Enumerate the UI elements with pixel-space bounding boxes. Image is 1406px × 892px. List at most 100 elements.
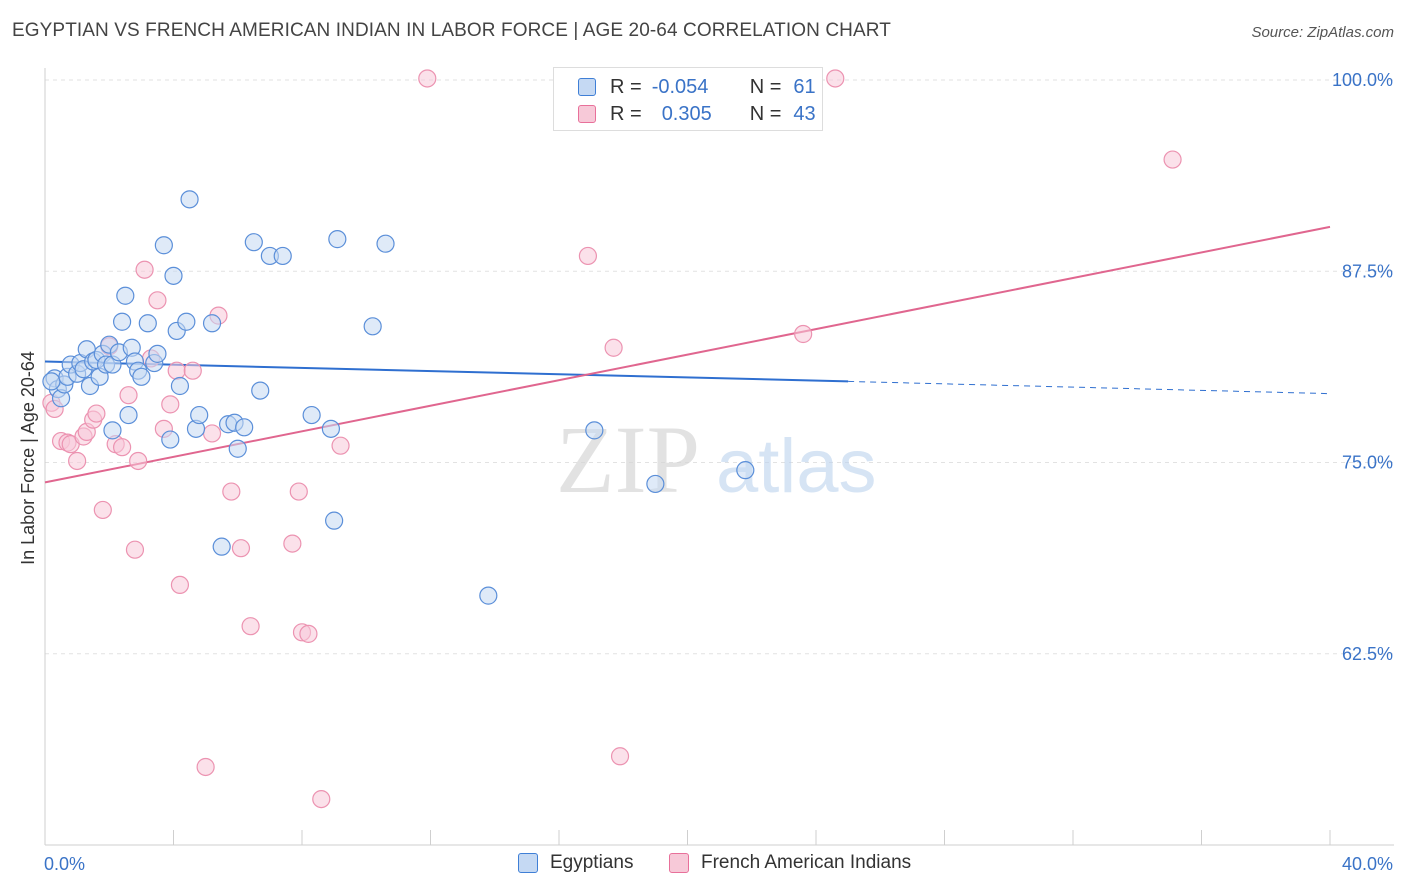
point-egyptians — [177, 312, 196, 331]
watermark: ZIP atlas — [556, 406, 877, 513]
legend-n-label: N = — [749, 75, 782, 98]
point-french-american-indians — [129, 451, 148, 471]
source-label: Source: ZipAtlas.com — [1251, 24, 1394, 41]
point-egyptians — [132, 367, 151, 386]
point-french-american-indians — [170, 575, 190, 595]
y-axis-label: In Labor Force | Age 20-64 — [18, 351, 38, 565]
point-egyptians — [103, 421, 122, 440]
trend-line-french-american-indians — [44, 225, 1331, 484]
point-french-american-indians — [119, 386, 138, 405]
legend-r-value: 0.305 — [661, 102, 712, 125]
legend-r-label: R = — [610, 75, 642, 98]
point-egyptians — [138, 314, 157, 333]
point-egyptians — [376, 234, 395, 253]
point-egyptians — [202, 314, 222, 333]
point-egyptians — [228, 439, 247, 458]
point-french-american-indians — [283, 534, 302, 553]
point-french-american-indians — [1163, 150, 1182, 169]
x-tick-label: 40.0% — [1342, 854, 1393, 874]
legend-item-egyptians: Egyptians — [518, 852, 633, 874]
legend-swatch-pink — [578, 105, 596, 123]
point-egyptians — [273, 246, 292, 266]
point-french-american-indians — [794, 324, 813, 344]
y-tick-label: 62.5% — [1342, 644, 1393, 664]
point-egyptians — [585, 421, 604, 440]
point-french-american-indians — [610, 747, 630, 766]
point-egyptians — [154, 236, 173, 255]
series-legend: Egyptians French American Indians — [0, 852, 1406, 878]
point-egyptians — [212, 537, 231, 556]
point-french-american-indians — [196, 757, 215, 777]
point-egyptians — [325, 511, 344, 530]
point-french-american-indians — [289, 482, 308, 501]
point-french-american-indians — [202, 424, 222, 443]
point-egyptians — [251, 381, 270, 400]
point-french-american-indians — [87, 404, 106, 423]
point-french-american-indians — [68, 451, 87, 471]
point-egyptians — [328, 230, 347, 249]
y-tick-label: 75.0% — [1342, 453, 1393, 473]
correlation-legend: R = -0.054 N = 61 R = 0.305 N = 43 — [553, 67, 823, 131]
watermark-zip: ZIP — [556, 406, 700, 513]
point-french-american-indians — [231, 539, 251, 558]
point-french-american-indians — [826, 69, 845, 88]
point-french-american-indians — [112, 438, 132, 457]
point-egyptians — [321, 419, 341, 438]
point-egyptians — [170, 376, 190, 396]
trend-line-egyptians-dashed — [848, 380, 1331, 395]
legend-label-egyptians: Egyptians — [550, 852, 634, 873]
tick-labels: 62.5% 75.0% 87.5% 100.0% 0.0% 40.0% — [44, 70, 1393, 874]
legend-n-value: 61 — [793, 75, 816, 98]
legend-r-value: -0.054 — [651, 75, 709, 98]
point-egyptians — [646, 474, 665, 494]
point-egyptians — [119, 405, 138, 425]
point-french-american-indians — [241, 617, 260, 636]
x-tick-label: 0.0% — [44, 854, 85, 874]
point-french-american-indians — [578, 246, 598, 266]
point-french-american-indians — [148, 291, 167, 310]
legend-swatch-blue — [578, 78, 596, 96]
point-french-american-indians — [604, 338, 623, 357]
point-french-american-indians — [312, 789, 331, 809]
axes — [44, 68, 1394, 846]
point-french-american-indians — [167, 361, 186, 380]
point-egyptians — [180, 190, 199, 209]
point-egyptians — [244, 233, 263, 252]
point-egyptians — [736, 461, 755, 480]
point-french-american-indians — [418, 69, 437, 88]
point-egyptians — [302, 405, 321, 425]
point-egyptians — [235, 418, 254, 437]
legend-item-french-american-indians: French American Indians — [669, 852, 911, 874]
y-tick-label: 87.5% — [1342, 261, 1393, 281]
point-french-american-indians — [125, 540, 145, 559]
point-egyptians — [148, 344, 167, 363]
point-egyptians — [363, 317, 382, 336]
legend-swatch-french-american-indians — [669, 853, 689, 873]
point-egyptians — [479, 586, 498, 605]
legend-row-egyptians: R = -0.054 N = 61 — [578, 73, 816, 101]
y-tick-label: 100.0% — [1332, 70, 1393, 90]
point-egyptians — [116, 286, 135, 305]
point-french-american-indians — [299, 624, 318, 643]
legend-label-french-american-indians: French American Indians — [701, 852, 912, 873]
point-french-american-indians — [331, 436, 350, 455]
point-french-american-indians — [183, 361, 202, 380]
point-egyptians — [190, 405, 209, 425]
legend-row-french-american-indians: R = 0.305 N = 43 — [578, 100, 816, 128]
chart-title: EGYPTIAN VS FRENCH AMERICAN INDIAN IN LA… — [12, 20, 891, 41]
point-french-american-indians — [93, 500, 112, 520]
legend-n-label: N = — [749, 102, 782, 125]
legend-n-value: 43 — [793, 102, 816, 125]
legend-swatch-egyptians — [518, 853, 538, 873]
data-points — [42, 69, 1182, 809]
point-egyptians — [112, 312, 132, 331]
point-french-american-indians — [161, 395, 180, 414]
point-egyptians — [42, 372, 61, 391]
point-egyptians — [164, 266, 183, 285]
legend-r-label: R = — [610, 102, 642, 125]
point-french-american-indians — [135, 260, 154, 279]
trend-line-egyptians — [44, 360, 849, 383]
point-egyptians — [161, 430, 180, 449]
point-french-american-indians — [222, 482, 241, 501]
